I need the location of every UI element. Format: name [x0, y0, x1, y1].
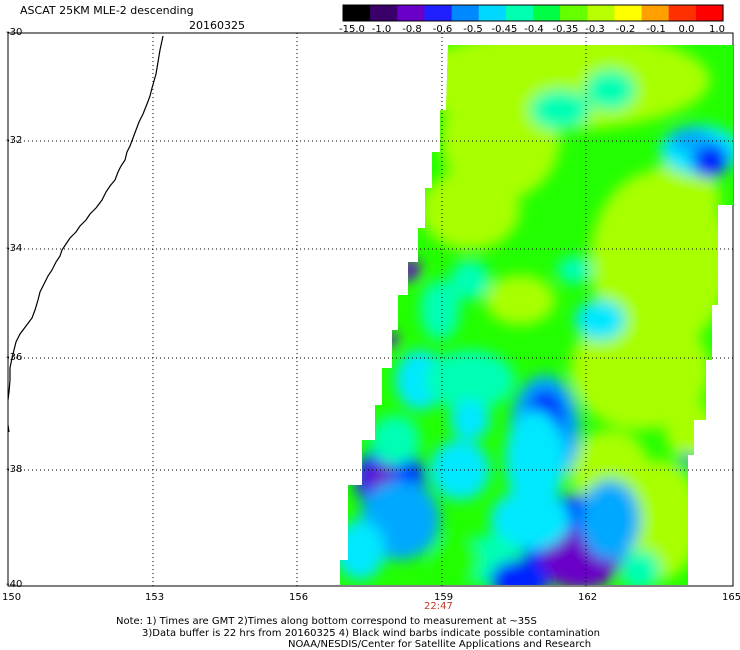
colorbar [342, 4, 724, 22]
swath-time-label: 22:47 [424, 601, 453, 612]
colorbar-block [370, 5, 398, 21]
colorbar-tick-label: -0.3 [585, 24, 605, 35]
colorbar-tick-label: -0.8 [402, 24, 422, 35]
swath-cell [670, 128, 710, 152]
lat-label-36: -36 [6, 352, 23, 363]
lon-label-159: 159 [434, 592, 454, 603]
swath-cell [530, 90, 590, 130]
colorbar-block [397, 5, 425, 21]
note-line-3: NOAA/NESDIS/Center for Satellite Applica… [288, 639, 592, 650]
swath-cell [450, 260, 490, 300]
swath-cell [420, 170, 520, 250]
colorbar-block [695, 5, 724, 21]
lat-label-30: -30 [6, 27, 23, 38]
swath-cell [692, 142, 728, 178]
colorbar-block [668, 5, 697, 21]
swath-cell [575, 300, 625, 340]
product-date: 20160325 [189, 19, 245, 32]
swath-cell [620, 550, 660, 585]
product-title: ASCAT 25KM MLE-2 descending [20, 4, 194, 17]
swath-cell [682, 454, 694, 466]
colorbar-block [343, 5, 371, 21]
colorbar-tick-label: -0.4 [524, 24, 544, 35]
colorbar-tick-label: -0.6 [432, 24, 453, 35]
lat-label-38: -38 [6, 464, 23, 475]
swath-cell [585, 70, 635, 110]
swath-cell [557, 256, 593, 284]
lon-label-153: 153 [145, 592, 165, 603]
graticule [8, 33, 733, 586]
colorbar-frame [342, 4, 724, 22]
colorbar-block [424, 5, 453, 21]
colorbar-blocks [342, 4, 724, 22]
colorbar-tick-label: 1.0 [709, 24, 725, 35]
swath-cell [370, 415, 420, 465]
colorbar-tick-label: -15.0 [339, 24, 365, 35]
swath-cell [665, 400, 715, 460]
coastline [7, 35, 164, 401]
swath-cell [420, 280, 460, 340]
lon-label-156: 156 [289, 592, 309, 603]
lat-label-34: -34 [6, 243, 23, 254]
colorbar-block [641, 5, 670, 21]
swath-cell [580, 480, 640, 560]
colorbar-block [614, 5, 643, 21]
swath-cell [450, 400, 490, 440]
map-frame [7, 32, 734, 587]
wind-swath [340, 45, 733, 585]
colorbar-tick-label: -0.5 [463, 24, 483, 35]
colorbar-tick-label: -0.45 [491, 24, 518, 35]
swath-cell [640, 160, 720, 240]
colorbar-block [478, 5, 507, 21]
swath-cell [430, 535, 480, 585]
swath-cell [340, 520, 385, 580]
note-line-2: 3)Data buffer is 22 hrs from 20160325 4)… [142, 628, 600, 639]
colorbar-block [560, 5, 588, 21]
swath-cell [490, 490, 570, 550]
lat-label-32: -32 [6, 135, 23, 146]
lon-label-162: 162 [578, 592, 598, 603]
swath-cell [485, 275, 555, 325]
swath-cell [382, 332, 398, 348]
colorbar-tick-label: -0.35 [552, 24, 579, 35]
colorbar-block [587, 5, 615, 21]
colorbar-tick-label: -1.0 [371, 24, 392, 35]
colorbar-block [533, 5, 561, 21]
colorbar-block [505, 5, 534, 21]
lon-label-165: 165 [722, 592, 740, 603]
swath-cell [570, 310, 710, 430]
coastline-fragment [7, 424, 10, 433]
colorbar-tick-label: 0.0 [678, 24, 695, 35]
colorbar-tick-label: -0.2 [615, 24, 636, 35]
lon-label-150: 150 [2, 592, 22, 603]
swath-cell [400, 258, 420, 282]
note-line-1: Note: 1) Times are GMT 2)Times along bot… [116, 616, 537, 627]
swath-cell [425, 350, 515, 410]
lat-label-40: -40 [6, 579, 23, 590]
swath-cell [490, 560, 550, 585]
colorbar-block [451, 5, 480, 21]
swath-cell [505, 410, 565, 510]
colorbar-tick-label: -0.1 [646, 24, 666, 35]
